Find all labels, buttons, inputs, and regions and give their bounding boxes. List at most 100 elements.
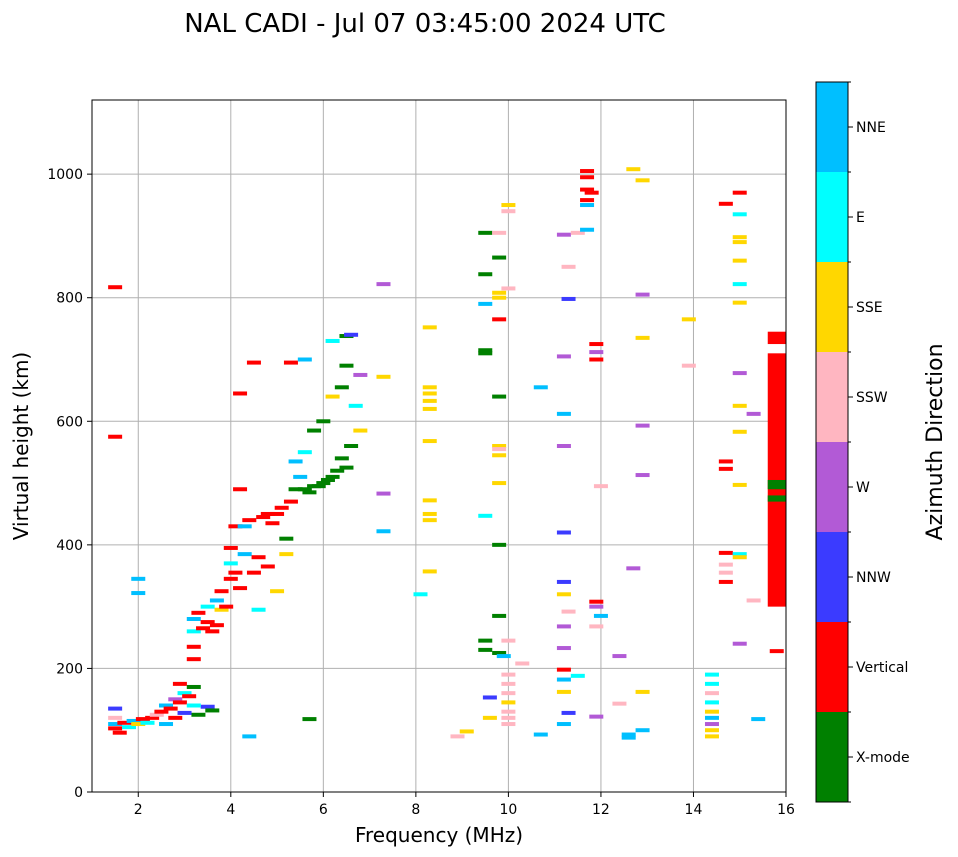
data-point [246,570,261,575]
y-tick-label: 400 [56,538,83,554]
data-point [311,484,326,489]
data-point [422,569,437,574]
data-point [732,258,747,263]
data-point [556,677,571,682]
data-point [732,212,747,217]
data-point [422,406,437,411]
data-point [478,638,493,643]
colorbar-tick-label: X-mode [856,750,910,766]
data-point [320,477,335,482]
data-point [242,518,257,523]
data-point [492,317,507,322]
data-point [492,295,507,300]
data-point [459,729,474,734]
data-point [186,629,201,634]
data-point [297,357,312,362]
data-point [556,354,571,359]
data-point [621,732,636,737]
data-point [154,709,169,714]
data-point [348,403,363,408]
data-point [501,691,516,696]
data-point [163,706,178,711]
data-point [376,282,391,287]
data-point [556,689,571,694]
data-point [353,428,368,433]
x-tick-label: 10 [499,802,517,818]
data-point [302,490,317,495]
data-point [339,465,354,470]
data-point [344,332,359,337]
data-point [376,374,391,379]
data-point [131,722,146,727]
data-point [501,681,516,686]
data-point [450,734,465,739]
data-point [561,264,576,269]
data-point [635,292,650,297]
data-point [478,272,493,277]
data-point [621,735,636,740]
data-point [422,391,437,396]
x-ticks: 2 4 6 8 10 12 14 16 [134,792,795,818]
data-point [172,700,187,705]
data-point [478,513,493,518]
data-point [501,700,516,705]
data-point [589,350,604,355]
data-point [223,576,238,581]
data-point [533,732,548,737]
data-point [589,604,604,609]
data-point [704,672,719,677]
data-point [422,385,437,390]
data-point [561,710,576,715]
data-point [214,607,229,612]
data-point [704,715,719,720]
data-point [718,579,733,584]
data-bar [767,331,786,345]
data-point [330,468,345,473]
data-point [580,169,595,174]
colorbar-segment [816,82,848,172]
data-point [732,403,747,408]
y-tick-label: 1000 [47,167,83,183]
data-point [108,722,123,727]
data-point [492,453,507,458]
data-point [580,203,595,208]
data-point [283,360,298,365]
colorbar-tick-label: E [856,210,865,226]
data-point [492,444,507,448]
data-point [704,700,719,705]
data-point [589,342,604,347]
data-point [172,681,187,686]
data-point [122,725,137,730]
data-point [205,708,220,713]
y-ticks: 0 200 400 600 800 1000 [47,167,92,801]
data-bar [767,495,786,502]
data-point [117,720,132,725]
data-point [612,654,627,659]
data-point [325,338,340,343]
y-tick-label: 800 [56,291,83,307]
colorbar-segment [816,622,848,712]
data-point [732,240,747,245]
data-point [751,717,766,722]
x-tick-label: 4 [226,802,235,818]
data-point [580,187,595,192]
data-point [718,201,733,206]
data-point [108,726,123,731]
x-tick-label: 6 [319,802,328,818]
y-tick-label: 600 [56,414,83,430]
data-point [283,499,298,504]
data-point [478,647,493,652]
y-tick-label: 0 [74,785,83,801]
data-point [186,657,201,662]
data-point [570,673,585,678]
colorbar-segment [816,442,848,532]
data-point [589,624,604,629]
colorbar-segment [816,352,848,442]
x-tick-label: 14 [685,802,703,818]
data-point [681,363,696,368]
data-point [334,456,349,461]
data-point [589,714,604,719]
data-point [515,661,530,666]
data-point [732,300,747,305]
colorbar-segment [816,712,848,802]
